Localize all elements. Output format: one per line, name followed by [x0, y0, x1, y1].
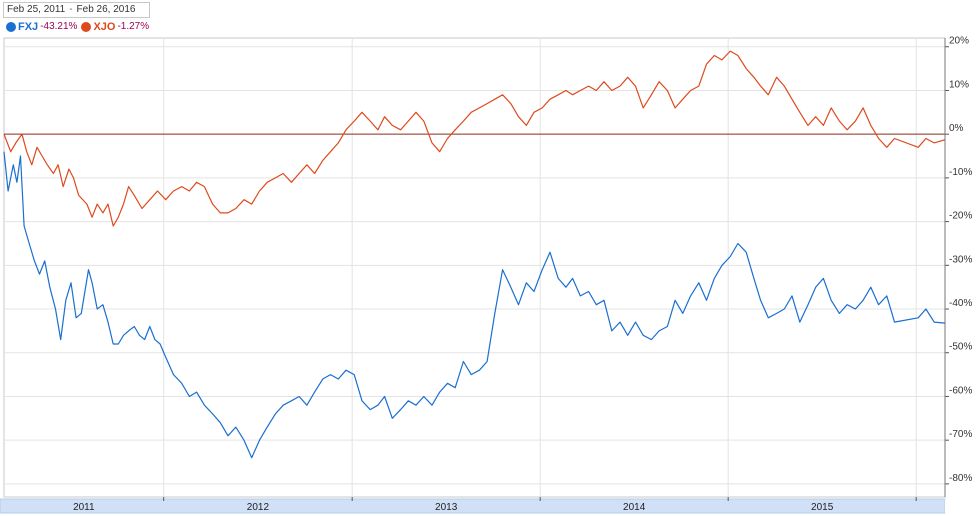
x-tick-label: 2014 [623, 502, 646, 513]
x-tick-label: 2011 [73, 502, 95, 513]
y-tick-label: -20% [949, 211, 972, 222]
y-tick-label: -80% [949, 473, 972, 484]
range-separator: - [69, 4, 73, 15]
legend-item-fxj[interactable]: FXJ -43.21% [6, 20, 77, 34]
series-line-xjo[interactable] [3, 50, 946, 227]
y-tick-label: -40% [949, 298, 972, 309]
legend-symbol: FXJ [18, 21, 39, 33]
y-tick-label: -70% [949, 429, 972, 440]
plot-area [3, 37, 946, 498]
range-start-date[interactable]: Feb 25, 2011 [7, 4, 66, 15]
legend-item-xjo[interactable]: XJO -1.27% [81, 20, 149, 34]
y-tick-label: -50% [949, 342, 972, 353]
legend-change: -43.21% [40, 21, 78, 32]
range-end-date[interactable]: Feb 26, 2016 [76, 4, 136, 15]
date-range-selector[interactable]: Feb 25, 2011 - Feb 26, 2016 [3, 2, 150, 18]
chart-legend: FXJ -43.21% XJO -1.27% [6, 20, 153, 34]
x-tick-label: 2013 [435, 502, 458, 513]
series-dot-icon [81, 22, 92, 32]
y-tick-label: -60% [949, 385, 972, 396]
y-tick-label: 10% [949, 79, 969, 90]
x-tick-label: 2015 [811, 502, 834, 513]
legend-change: -1.27% [117, 21, 150, 32]
time-axis-tail [945, 499, 979, 513]
series-line-fxj[interactable] [3, 151, 946, 459]
series-dot-icon [6, 22, 16, 32]
x-tick-label: 2012 [247, 502, 270, 513]
time-axis-bar[interactable] [0, 498, 946, 514]
legend-symbol: XJO [93, 21, 116, 33]
y-tick-label: -30% [949, 254, 972, 265]
y-tick-label: 20% [949, 36, 969, 47]
y-tick-label: 0% [949, 123, 964, 134]
y-tick-label: -10% [949, 167, 972, 178]
